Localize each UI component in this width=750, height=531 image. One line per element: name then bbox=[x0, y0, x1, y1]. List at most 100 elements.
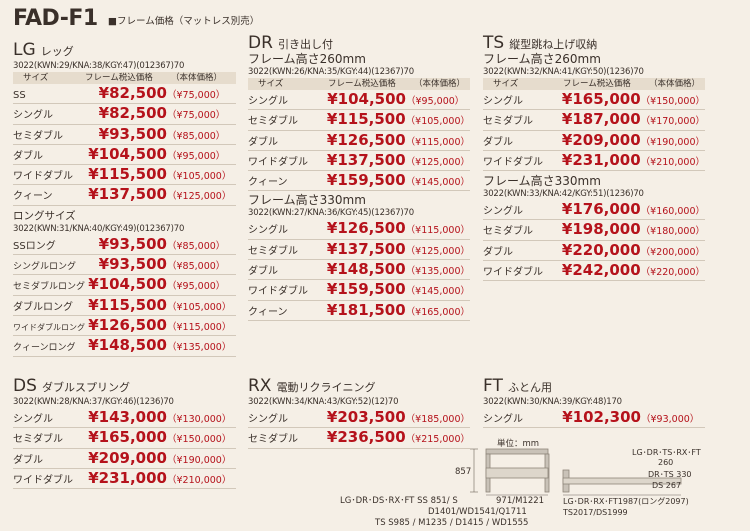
frame-height: フレーム高さ260mm bbox=[248, 52, 366, 66]
size-label: セミダブル bbox=[248, 116, 298, 128]
width-label-1: LG･DR･DS･RX･FT SS 851/ S bbox=[340, 496, 458, 506]
price-row: SSロング ¥93,500 （¥85,000） bbox=[13, 234, 236, 256]
size-label: シングル bbox=[248, 225, 288, 237]
tax-included-price: ¥93,500 bbox=[98, 124, 167, 143]
size-label: クィーンロング bbox=[13, 343, 76, 354]
model-code: 3022(KWN:26/KNA:35/KGY:44)(12367)70 bbox=[248, 67, 414, 77]
base-price: （¥115,000） bbox=[405, 136, 470, 148]
price-row: ダブル ¥126,500 （¥115,000） bbox=[248, 131, 470, 151]
width-label-4: TS S985 / M1235 / D1415 / WD1555 bbox=[374, 518, 528, 528]
price-row: ダブルロング ¥115,500 （¥105,000） bbox=[13, 296, 236, 316]
unit-label: 単位：mm bbox=[497, 438, 539, 449]
section-rx: RX 電動リクライニング 3022(KWN:34/KNA:43/KGY:52)(… bbox=[248, 378, 470, 449]
tax-included-price: ¥102,300 bbox=[562, 408, 641, 426]
base-price: （¥170,000） bbox=[640, 116, 705, 128]
section-code: LG bbox=[13, 40, 36, 60]
price-row: ワイドダブル ¥159,500 （¥145,000） bbox=[248, 280, 470, 301]
size-label: ワイドダブル bbox=[248, 156, 308, 168]
base-price: （¥105,000） bbox=[167, 301, 232, 313]
size-label: ダブル bbox=[248, 266, 278, 278]
price-row: シングル ¥176,000 （¥160,000） bbox=[483, 200, 705, 221]
tax-included-price: ¥143,000 bbox=[88, 408, 167, 426]
column-header: サイズ フレーム税込価格 （本体価格） bbox=[13, 72, 236, 84]
base-price: （¥210,000） bbox=[167, 474, 232, 486]
bed-side-frame bbox=[485, 467, 549, 479]
size-label: シングル bbox=[248, 96, 288, 107]
model-code: 3022(KWN:30/KNA:39/KGY:48)170 bbox=[483, 397, 622, 407]
base-price: （¥75,000） bbox=[167, 90, 226, 101]
tax-included-price: ¥165,000 bbox=[88, 428, 167, 447]
size-label: セミダブル bbox=[248, 245, 298, 257]
height-label: 857 bbox=[455, 467, 471, 477]
base-price: （¥105,000） bbox=[405, 116, 470, 128]
base-price: （¥190,000） bbox=[167, 454, 232, 466]
bed-side-headboard bbox=[485, 448, 549, 455]
price-row: ダブル ¥148,500 （¥135,000） bbox=[248, 260, 470, 281]
price-row: シングル ¥102,300 （¥93,000） bbox=[483, 408, 705, 429]
model-code: 3022(KWN:32/KNA:41/KGY:50)(1236)70 bbox=[483, 67, 644, 77]
tax-included-price: ¥115,500 bbox=[326, 110, 406, 129]
section-name: ふとん用 bbox=[507, 381, 552, 394]
size-label: ダブル bbox=[483, 246, 513, 258]
base-price: （¥85,000） bbox=[167, 261, 226, 273]
size-label: セミダブル bbox=[483, 116, 533, 128]
tax-included-price: ¥137,500 bbox=[326, 239, 406, 258]
tax-included-price: ¥187,000 bbox=[561, 110, 641, 129]
model-code: 3022(KWN:34/KNA:43/KGY:52)(12)70 bbox=[248, 397, 399, 407]
tax-included-price: ¥104,500 bbox=[88, 144, 167, 163]
price-row: クィーン ¥159,500 （¥145,000） bbox=[248, 171, 470, 192]
base-price: （¥145,000） bbox=[405, 177, 470, 189]
tax-included-price: ¥220,000 bbox=[561, 240, 641, 259]
price-row: ワイドダブル ¥115,500 （¥105,000） bbox=[13, 165, 236, 186]
tax-included-price: ¥93,500 bbox=[98, 234, 167, 253]
price-row: ワイドダブル ¥137,500 （¥125,000） bbox=[248, 150, 470, 172]
size-label: シングル bbox=[248, 414, 288, 425]
tax-included-price: ¥137,500 bbox=[326, 150, 406, 169]
size-label: クィーン bbox=[13, 191, 53, 203]
tax-included-price: ¥231,000 bbox=[88, 468, 167, 487]
price-row: セミダブル ¥187,000 （¥170,000） bbox=[483, 110, 705, 131]
tax-included-price: ¥231,000 bbox=[561, 150, 641, 169]
section-ds: DS ダブルスプリング 3022(KWN:28/KNA:37/KGY:46)(1… bbox=[13, 376, 236, 490]
column-header: サイズ フレーム税込価格 （本体価格） bbox=[483, 78, 705, 90]
base-price: （¥145,000） bbox=[405, 286, 470, 298]
tax-included-price: ¥242,000 bbox=[561, 261, 641, 280]
tax-included-price: ¥165,000 bbox=[561, 90, 641, 108]
tax-included-price: ¥209,000 bbox=[561, 130, 641, 149]
height-note-2: 260 bbox=[658, 458, 673, 467]
section-code: DS bbox=[13, 376, 37, 396]
size-label: ダブル bbox=[13, 150, 43, 162]
tax-included-price: ¥115,500 bbox=[88, 165, 167, 184]
base-price: （¥95,000） bbox=[167, 281, 226, 293]
bed-end-frame bbox=[562, 477, 682, 485]
tax-included-price: ¥159,500 bbox=[326, 280, 406, 299]
tax-included-price: ¥126,500 bbox=[326, 219, 406, 238]
base-price: （¥125,000） bbox=[167, 191, 232, 203]
section-lg: LG レッグ 3022(KWN:29/KNA:38/KGY:47)(012367… bbox=[13, 42, 236, 357]
tax-included-price: ¥203,500 bbox=[326, 408, 406, 426]
size-label: セミダブルロング bbox=[13, 282, 86, 293]
base-price: （¥210,000） bbox=[640, 156, 705, 168]
price-row: セミダブル ¥115,500 （¥105,000） bbox=[248, 110, 470, 131]
base-price: （¥130,000） bbox=[167, 414, 232, 425]
base-price: （¥135,000） bbox=[167, 342, 232, 354]
tax-included-price: ¥209,000 bbox=[88, 448, 167, 467]
price-row: ダブル ¥104,500 （¥95,000） bbox=[13, 144, 236, 166]
section-ts: TS 縦型跳ね上げ収納 フレーム高さ260mm 3022(KWN:32/KNA:… bbox=[483, 35, 705, 282]
tax-included-price: ¥126,500 bbox=[88, 315, 167, 334]
section-code: DR bbox=[248, 33, 273, 53]
tax-included-price: ¥159,500 bbox=[326, 171, 406, 190]
price-row: セミダブル ¥137,500 （¥125,000） bbox=[248, 239, 470, 261]
price-row: ワイドダブル ¥231,000 （¥210,000） bbox=[483, 150, 705, 172]
price-row: シングル ¥82,500 （¥75,000） bbox=[13, 104, 236, 125]
section-code: FT bbox=[483, 376, 503, 396]
price-row: セミダブルロング ¥104,500 （¥95,000） bbox=[13, 275, 236, 296]
price-row: シングル ¥165,000 （¥150,000） bbox=[483, 90, 705, 111]
page-subtitle: ■フレーム価格（マットレス別売） bbox=[108, 16, 260, 27]
tax-included-price: ¥181,500 bbox=[326, 300, 406, 319]
model-code: 3022(KWN:31/KNA:40/KGY:49)(012367)70 bbox=[13, 223, 185, 234]
size-label: ダブル bbox=[248, 136, 278, 148]
tax-included-price: ¥82,500 bbox=[98, 104, 167, 123]
base-price: （¥220,000） bbox=[640, 267, 705, 279]
size-label: シングル bbox=[483, 96, 523, 107]
